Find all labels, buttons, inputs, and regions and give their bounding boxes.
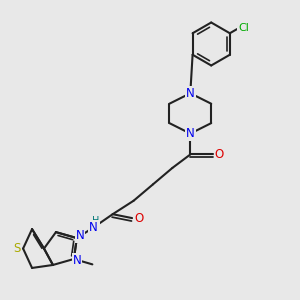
Text: N: N (76, 229, 84, 242)
Text: N: N (186, 127, 195, 140)
Text: N: N (89, 221, 98, 234)
Text: N: N (186, 87, 195, 100)
Text: N: N (73, 254, 81, 267)
Text: O: O (215, 148, 224, 161)
Text: Cl: Cl (238, 22, 249, 33)
Text: O: O (134, 212, 143, 225)
Text: S: S (13, 242, 20, 255)
Text: H: H (92, 216, 99, 226)
